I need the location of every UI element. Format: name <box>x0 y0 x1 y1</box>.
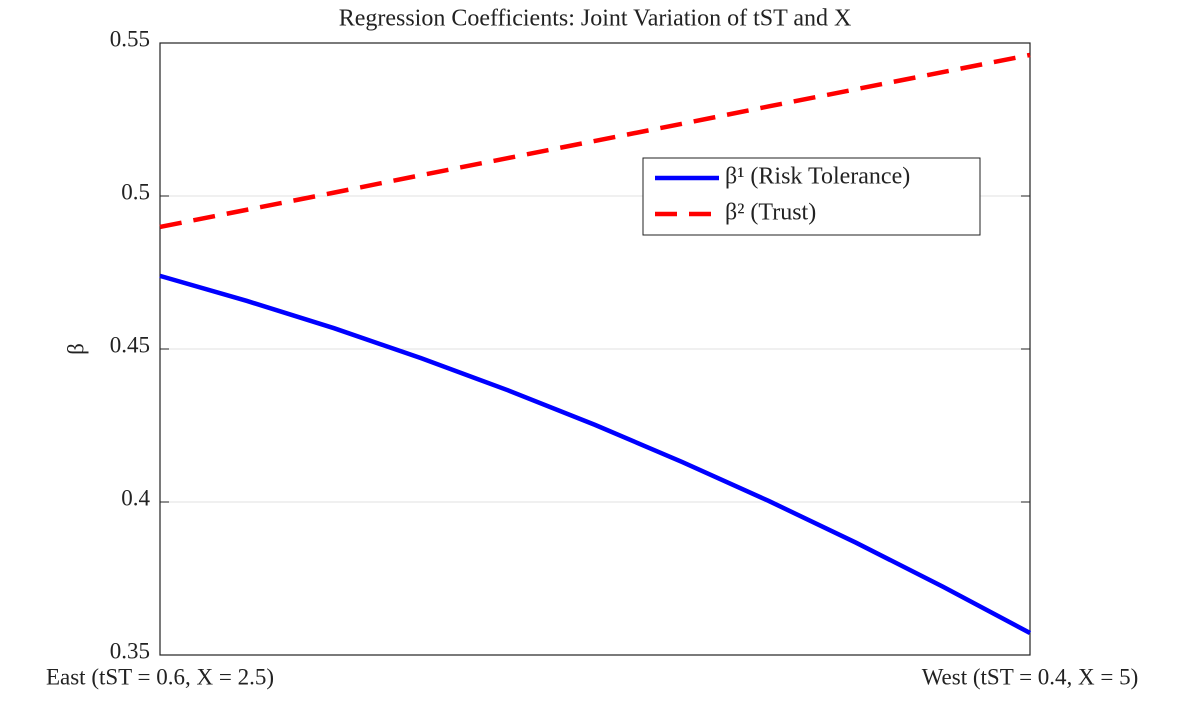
y-tick-label: 0.55 <box>110 26 150 51</box>
line-series <box>159 52 1031 230</box>
plot-frame <box>159 42 1031 656</box>
x-tick-label: West (tST = 0.4, X = 5) <box>922 664 1139 689</box>
x-tick-label: East (tST = 0.6, X = 2.5) <box>46 664 274 689</box>
y-axis-label: β <box>63 343 88 355</box>
y-tick-label: 0.5 <box>121 179 150 204</box>
y-tick-label: 0.35 <box>110 638 150 663</box>
legend-label: β¹ (Risk Tolerance) <box>725 164 910 190</box>
chart-title: Regression Coefficients: Joint Variation… <box>339 6 852 32</box>
legend-label: β² (Trust) <box>725 200 816 226</box>
y-tick-label: 0.4 <box>121 485 150 510</box>
y-tick-label: 0.45 <box>110 332 150 357</box>
legend-box <box>642 157 981 236</box>
line-series <box>159 273 1032 635</box>
